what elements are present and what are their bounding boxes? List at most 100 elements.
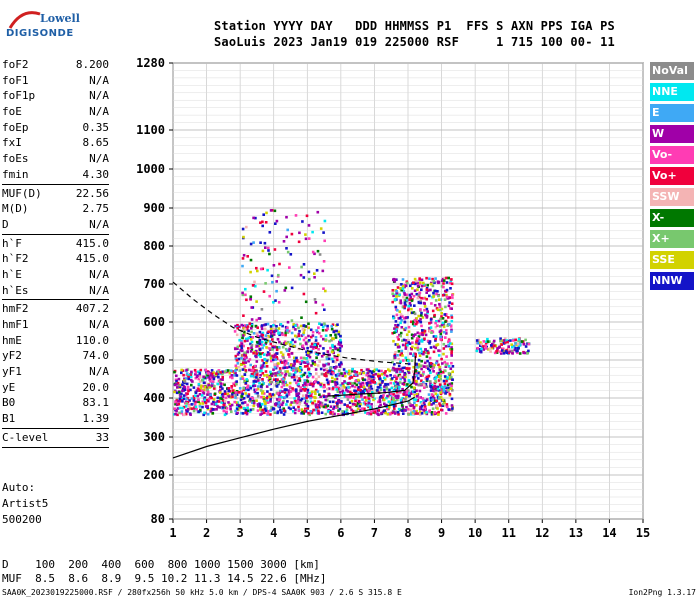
echo-point: [384, 370, 387, 373]
echo-point: [381, 380, 384, 383]
echo-point: [316, 353, 320, 356]
echo-point: [368, 377, 371, 381]
echo-point: [219, 382, 222, 385]
echo-point: [288, 347, 291, 351]
echo-point: [341, 410, 344, 413]
param-name: foF1: [2, 73, 29, 87]
echo-point: [379, 394, 383, 398]
echo-point: [349, 396, 352, 399]
echo-point: [445, 389, 449, 392]
echo-point: [434, 325, 438, 329]
echo-point: [266, 268, 269, 272]
param-row: yF2 74.0: [2, 348, 109, 364]
echo-point: [399, 353, 402, 357]
params-group-frequencies: foF2 8.200 foF1 N/A foF1p N/A foE N/A foEp 0.35 fx…: [2, 57, 109, 183]
trace-line-1: [172, 396, 416, 459]
echo-point: [183, 413, 186, 416]
x-tick-label: 11: [501, 526, 515, 540]
echo-point: [429, 321, 433, 324]
echo-point: [256, 403, 260, 406]
echo-point: [322, 347, 325, 350]
echo-point: [184, 393, 188, 397]
echo-point: [390, 398, 394, 402]
echo-point: [282, 413, 286, 416]
echo-point: [252, 332, 256, 335]
echo-point: [410, 359, 414, 362]
echo-point: [338, 365, 342, 368]
echo-point: [285, 235, 288, 239]
echo-point: [349, 382, 352, 385]
polarization-legend: NoVal NNE E W Vo- Vo+ SSW X- X+ SSE NNW: [650, 62, 694, 293]
echo-point: [271, 280, 274, 284]
param-name: M(D): [2, 202, 29, 216]
echo-point: [256, 391, 259, 395]
echo-point: [275, 373, 279, 377]
echo-point: [486, 337, 489, 341]
echo-point: [353, 381, 356, 385]
echo-point: [313, 399, 317, 403]
echo-point: [283, 388, 287, 391]
echo-point: [482, 348, 485, 351]
echo-point: [295, 367, 298, 370]
echo-point: [255, 266, 258, 270]
echo-point: [201, 385, 205, 388]
echo-point: [322, 363, 325, 367]
echo-point: [450, 307, 453, 310]
param-name: yF2: [2, 349, 22, 363]
echo-point: [295, 324, 299, 327]
param-row: foE N/A: [2, 104, 109, 120]
echo-point: [450, 316, 454, 319]
echo-point: [274, 222, 277, 225]
echo-point: [435, 320, 438, 323]
echo-point: [241, 377, 245, 380]
echo-point: [369, 410, 373, 414]
echo-point: [214, 373, 218, 377]
echo-point: [190, 403, 194, 406]
echo-point: [450, 319, 454, 323]
echo-point: [338, 340, 341, 344]
echo-point: [495, 350, 498, 353]
echo-point: [327, 382, 330, 386]
echo-point: [329, 334, 332, 337]
echo-point: [248, 358, 252, 361]
echo-point: [273, 320, 277, 323]
echo-point: [276, 346, 279, 349]
echo-point: [407, 413, 410, 416]
echo-point: [430, 393, 434, 396]
echo-point: [284, 347, 288, 351]
echo-point: [343, 391, 346, 395]
echo-point: [195, 375, 199, 378]
echo-point: [363, 400, 367, 404]
echo-point: [413, 312, 417, 316]
echo-point: [210, 384, 214, 387]
echo-point: [498, 345, 501, 349]
echo-point: [397, 317, 401, 320]
param-value: N/A: [89, 73, 109, 87]
echo-point: [210, 407, 213, 411]
echo-point: [429, 382, 432, 386]
echo-point: [256, 377, 260, 380]
echo-point: [262, 290, 266, 293]
echo-point: [361, 383, 365, 387]
echo-point: [175, 391, 179, 395]
echo-point: [311, 384, 315, 388]
echo-point: [266, 375, 269, 379]
echo-point: [286, 228, 289, 232]
echo-point: [317, 326, 320, 329]
echo-point: [397, 413, 400, 416]
params-group-heights: h`F 415.0 h`F2 415.0 h`E N/A h`Es N/A: [2, 236, 109, 299]
echo-point: [305, 403, 309, 406]
echo-point: [184, 401, 187, 405]
echo-point: [395, 325, 399, 329]
echo-point: [447, 276, 450, 280]
echo-point: [198, 370, 202, 373]
echo-point: [338, 372, 341, 376]
echo-point: [302, 292, 306, 296]
echo-point: [438, 404, 442, 407]
trace-line-2: [327, 356, 416, 397]
echo-point: [395, 291, 399, 295]
echo-point: [358, 404, 361, 408]
echo-point: [336, 372, 340, 376]
echo-point: [186, 407, 190, 411]
echo-point: [438, 325, 442, 328]
